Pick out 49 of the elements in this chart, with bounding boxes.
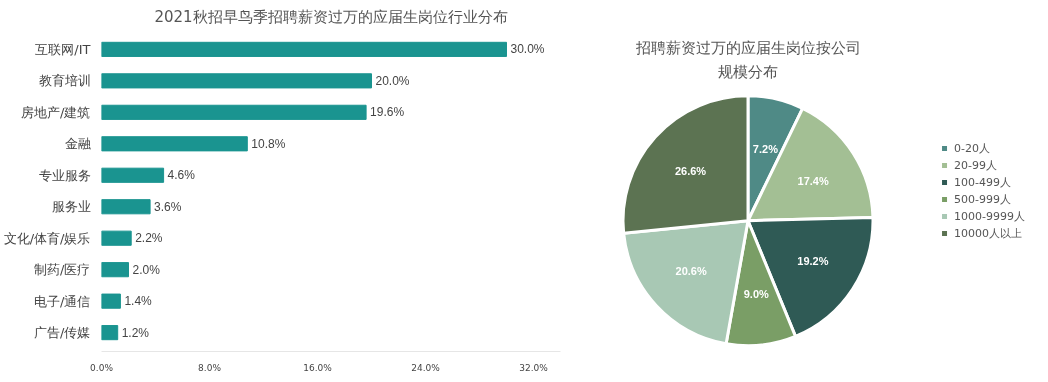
y-tick-label: 互联网/IT bbox=[35, 41, 91, 57]
y-tick-label: 服务业 bbox=[51, 199, 91, 215]
bar bbox=[101, 41, 507, 57]
y-tick-label: 电子/通信 bbox=[34, 293, 91, 309]
bar bbox=[101, 293, 121, 309]
data-label: 1.4% bbox=[124, 294, 153, 309]
data-label: 4.6% bbox=[167, 168, 196, 183]
data-label: 20.0% bbox=[375, 73, 410, 88]
legend-label: 0-20人 bbox=[954, 140, 990, 156]
data-label: 20.6% bbox=[675, 264, 707, 277]
bar bbox=[101, 230, 132, 246]
legend-label: 10000人以上 bbox=[954, 225, 1023, 241]
chart-title: 招聘薪资过万的应届生岗位按公司规模分布 bbox=[634, 39, 861, 82]
y-tick-label: 专业服务 bbox=[38, 167, 91, 183]
bar bbox=[101, 199, 151, 215]
y-tick-label: 房地产/建筑 bbox=[21, 104, 91, 120]
data-label: 7.2% bbox=[752, 142, 779, 155]
legend-label: 100-499人 bbox=[954, 174, 1011, 190]
x-tick-label: 8.0% bbox=[198, 362, 222, 373]
data-label: 10.8% bbox=[251, 136, 286, 151]
legend-label: 1000-9999人 bbox=[954, 208, 1025, 224]
x-tick-label: 0.0% bbox=[90, 362, 114, 373]
data-label: 30.0% bbox=[510, 42, 545, 57]
bar bbox=[101, 136, 248, 152]
chart-title: 2021秋招早鸟季招聘薪资过万的应届生岗位行业分布 bbox=[154, 7, 508, 26]
x-tick-label: 24.0% bbox=[411, 362, 441, 373]
data-label: 19.2% bbox=[797, 255, 829, 267]
data-label: 26.6% bbox=[674, 165, 707, 178]
y-tick-label: 制药/医疗 bbox=[34, 262, 91, 278]
x-tick-label: 16.0% bbox=[303, 362, 333, 373]
legend-label: 500-999人 bbox=[954, 191, 1011, 207]
data-label: 9.0% bbox=[743, 288, 770, 301]
bar bbox=[101, 262, 129, 278]
bar bbox=[101, 104, 367, 120]
data-label: 19.6% bbox=[370, 105, 405, 120]
y-tick-label: 广告/传媒 bbox=[34, 325, 91, 341]
bar bbox=[101, 167, 165, 183]
data-label: 1.2% bbox=[121, 325, 150, 340]
x-tick-label: 32.0% bbox=[519, 362, 549, 373]
data-label: 17.4% bbox=[797, 174, 829, 187]
data-label: 2.0% bbox=[132, 262, 161, 277]
y-tick-label: 文化/体育/娱乐 bbox=[3, 230, 91, 246]
y-tick-label: 教育培训 bbox=[38, 73, 91, 89]
bar bbox=[101, 325, 119, 341]
data-label: 2.2% bbox=[135, 231, 163, 246]
y-tick-label: 金融 bbox=[64, 136, 91, 152]
legend-label: 20-99人 bbox=[954, 157, 997, 173]
bar bbox=[101, 73, 372, 89]
data-label: 3.6% bbox=[154, 199, 182, 214]
